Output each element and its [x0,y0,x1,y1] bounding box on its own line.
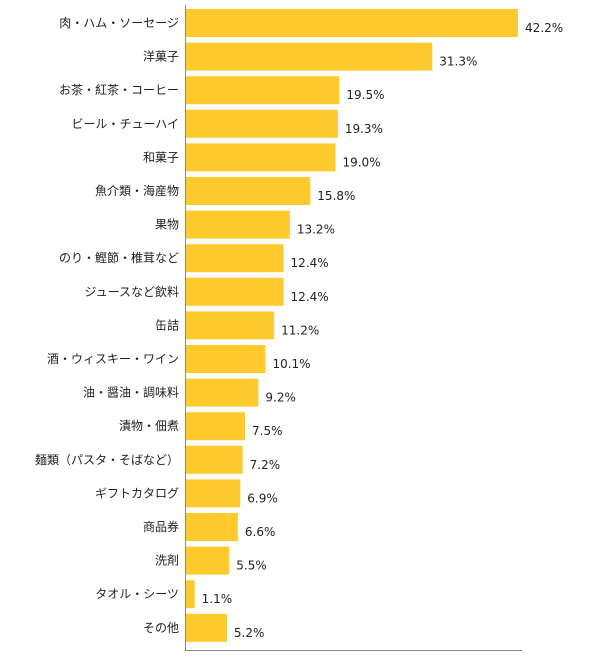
value-label: 7.2% [250,458,280,472]
bar [186,479,241,508]
value-label: 1.1% [202,592,233,606]
value-label: 6.9% [247,491,278,505]
value-label: 12.4% [291,256,329,270]
value-label: 19.5% [346,88,384,102]
category-label: 和菓子 [143,150,179,164]
value-label: 31.3% [439,55,477,69]
category-label: 果物 [155,218,179,232]
category-label: その他 [143,621,179,635]
category-label: 酒・ウィスキー・ワイン [47,352,179,366]
value-label: 13.2% [297,223,335,237]
value-label: 9.2% [265,391,296,405]
category-label: 魚介類・海産物 [95,183,179,198]
category-label: 商品券 [143,519,179,534]
category-label: タオル・シーツ [95,587,179,601]
bar [186,613,227,642]
bar [186,177,311,205]
bar [186,311,275,340]
category-label: 缶詰 [155,317,179,332]
bar [186,412,246,441]
bar [186,42,433,71]
category-label: 漬物・佃煮 [119,418,179,433]
bar [186,378,259,407]
bar [186,9,518,37]
bar [186,244,284,273]
value-label: 42.2% [525,21,563,35]
bar [186,513,238,541]
bar [186,445,243,474]
bar [186,76,340,105]
category-label: 洗剤 [155,553,179,568]
bar [186,109,338,138]
bar [186,546,230,575]
value-label: 5.5% [236,559,267,573]
value-label: 10.1% [272,357,310,371]
value-label: 6.6% [245,525,276,539]
bar [186,277,284,306]
value-label: 12.4% [291,290,329,304]
value-label: 15.8% [317,189,355,203]
category-label: 肉・ハム・ソーセージ [59,16,179,30]
value-label: 19.3% [345,122,383,136]
bar [186,580,195,609]
bar [186,345,266,373]
value-label: 19.0% [342,155,380,169]
category-label: のり・鰹節・椎茸など [59,250,179,265]
bar [186,210,290,239]
bar [186,143,336,172]
value-label: 11.2% [281,323,319,337]
category-label: ギフトカタログ [95,486,179,500]
category-label: 油・醤油・調味料 [83,385,179,400]
category-label: 麺類（パスタ・そばなど） [35,453,179,467]
category-label: 洋菓子 [143,49,179,64]
category-label: ビール・チューハイ [71,117,179,131]
category-label: お茶・紅茶・コーヒー [59,82,179,97]
category-label: ジュースなど飲料 [84,284,179,299]
value-label: 7.5% [252,424,283,438]
value-label: 5.2% [234,626,265,640]
